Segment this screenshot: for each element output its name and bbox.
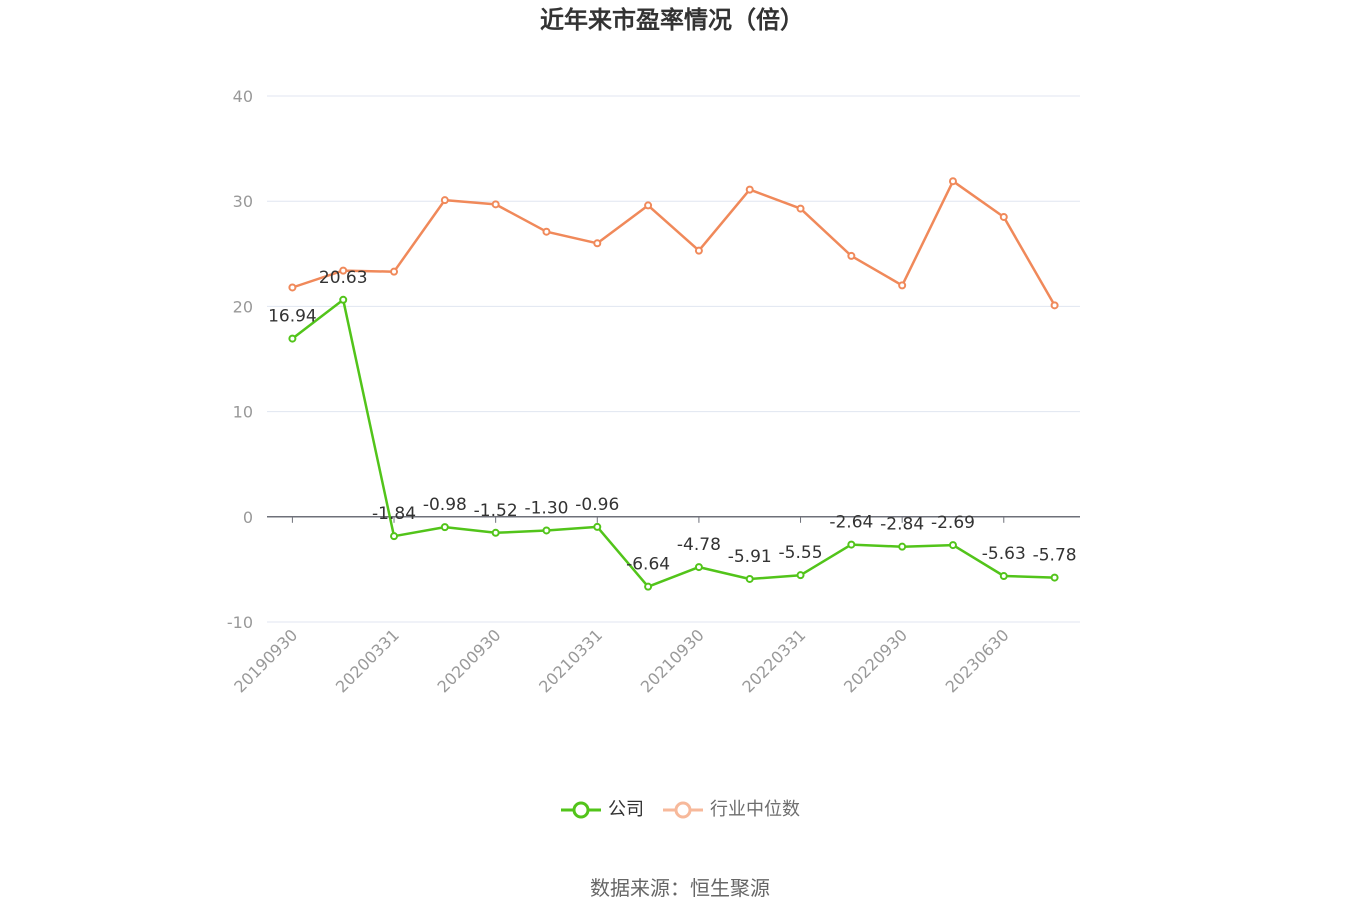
series-0-point [390,267,399,276]
series-0-point [288,283,297,292]
series-0-point [948,177,957,186]
line-chart: -10 0 10 20 30 40 20190930 20200331 20200930 2021… [227,87,1080,696]
series-1-data-label: -1.52 [474,501,518,521]
series-1-data-label: -5.63 [982,544,1026,564]
x-tick-label: 20200331 [332,625,403,696]
series-0-point [339,266,348,275]
y-tick-label: 0 [243,508,253,527]
series-1-data-label: -5.91 [728,547,772,567]
series-1-data-label: 16.94 [268,307,317,327]
legend-company-icon [561,801,601,819]
legend: 公司 行业中位数 [0,796,1360,824]
series-1-point [796,571,805,580]
grid-layer [267,95,1080,623]
y-tick-label: 20 [233,297,253,316]
x-tick-label: 20210930 [637,625,708,696]
series-0-point [440,196,449,205]
series-0-point [694,246,703,255]
series-1-data-label: -2.69 [931,513,975,533]
legend-item-company[interactable]: 公司 [560,796,644,824]
x-tick-label: 20210331 [535,625,606,696]
series-1-data-label: -5.55 [779,543,823,563]
series-1-point [288,334,297,343]
data-source-note: 数据来源：恒生聚源 [590,876,770,900]
series-1-data-label: -0.98 [423,495,467,515]
series-1-point [390,532,399,541]
x-tick-label: 20200930 [433,625,504,696]
series-1-data-label: -2.64 [829,513,873,533]
series-0-line [292,179,1056,306]
x-tick-label: 20230630 [942,625,1013,696]
y-tick-label: -10 [227,613,253,632]
series-0-point [1050,301,1059,310]
series-0-point [796,204,805,213]
series-1-point [898,542,907,551]
series-1-data-label: -4.78 [677,535,721,555]
series-1-data-label: -0.96 [575,495,619,515]
series-1-data-label: -2.84 [880,515,924,535]
series-1-data-label: -1.30 [524,498,568,518]
series-0-point [898,281,907,290]
series-0-point [644,201,653,210]
x-tick-label: 20220930 [840,625,911,696]
series-0-point [847,251,856,260]
series-layer [288,177,1059,591]
y-tick-label: 30 [233,192,253,211]
series-1-point [339,295,348,304]
legend-item-industry-median[interactable]: 行业中位数 [662,796,800,824]
series-1-data-label: -5.78 [1033,546,1077,566]
series-1-point [694,563,703,572]
series-1-data-label: -1.84 [372,504,416,524]
series-0-point [593,239,602,248]
series-0-point [491,200,500,209]
series-1-point [440,523,449,532]
series-1-data-label: -6.64 [626,555,670,575]
y-tick-label: 40 [233,87,253,106]
series-1-point [948,541,957,550]
series-0-point [745,185,754,194]
x-tick-label: 20190930 [230,625,301,696]
y-tick-label: 10 [233,403,253,422]
x-tick-label: 20220331 [738,625,809,696]
series-1-point [644,582,653,591]
series-1-point [999,572,1008,581]
series-1-point [593,522,602,531]
series-1-point [1050,573,1059,582]
legend-industry-median-icon [663,801,703,819]
series-0-point [999,212,1008,221]
series-1-data-label: 20.63 [319,268,368,288]
series-1-point [847,540,856,549]
series-1-line [291,298,1055,588]
series-1-point [491,528,500,537]
chart-title: 近年来市盈率情况（倍） [540,6,804,34]
series-1-point [745,574,754,583]
legend-label-company: 公司 [608,799,644,820]
series-1-point [542,526,551,535]
series-0-point [542,227,551,236]
legend-label-industry-median: 行业中位数 [710,799,800,820]
